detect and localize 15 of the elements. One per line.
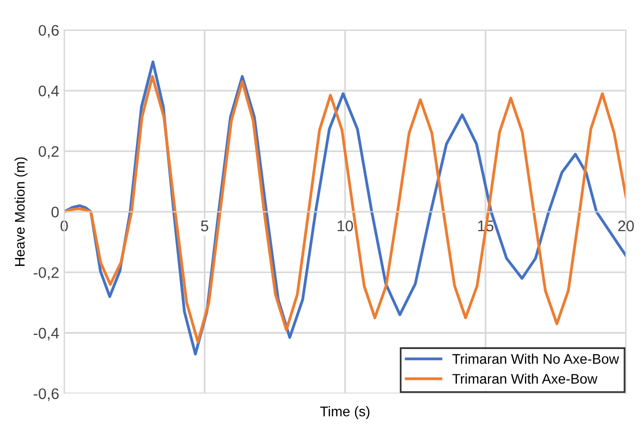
x-tick-label: 0	[60, 220, 68, 232]
legend-label: Trimaran With No Axe-Bow	[452, 354, 620, 364]
y-tick-label: -0,4	[34, 328, 59, 340]
y-tick-label: -0,2	[34, 267, 59, 280]
y-tick-label: -0,6	[34, 388, 59, 401]
legend-label: Trimaran With Axe-Bow	[452, 374, 598, 384]
y-tick-label: 0,4	[38, 86, 59, 98]
x-axis-title: Time (s)	[320, 406, 370, 420]
x-tick-label: 20	[618, 220, 634, 232]
y-tick-label: 0	[51, 206, 59, 218]
x-tick-label: 10	[338, 220, 353, 232]
x-tick-label: 5	[201, 220, 208, 232]
y-tick-label: 0,6	[38, 24, 59, 38]
y-axis-title: Heave Motion (m)	[14, 157, 28, 266]
y-tick-label: 0,2	[38, 146, 59, 159]
